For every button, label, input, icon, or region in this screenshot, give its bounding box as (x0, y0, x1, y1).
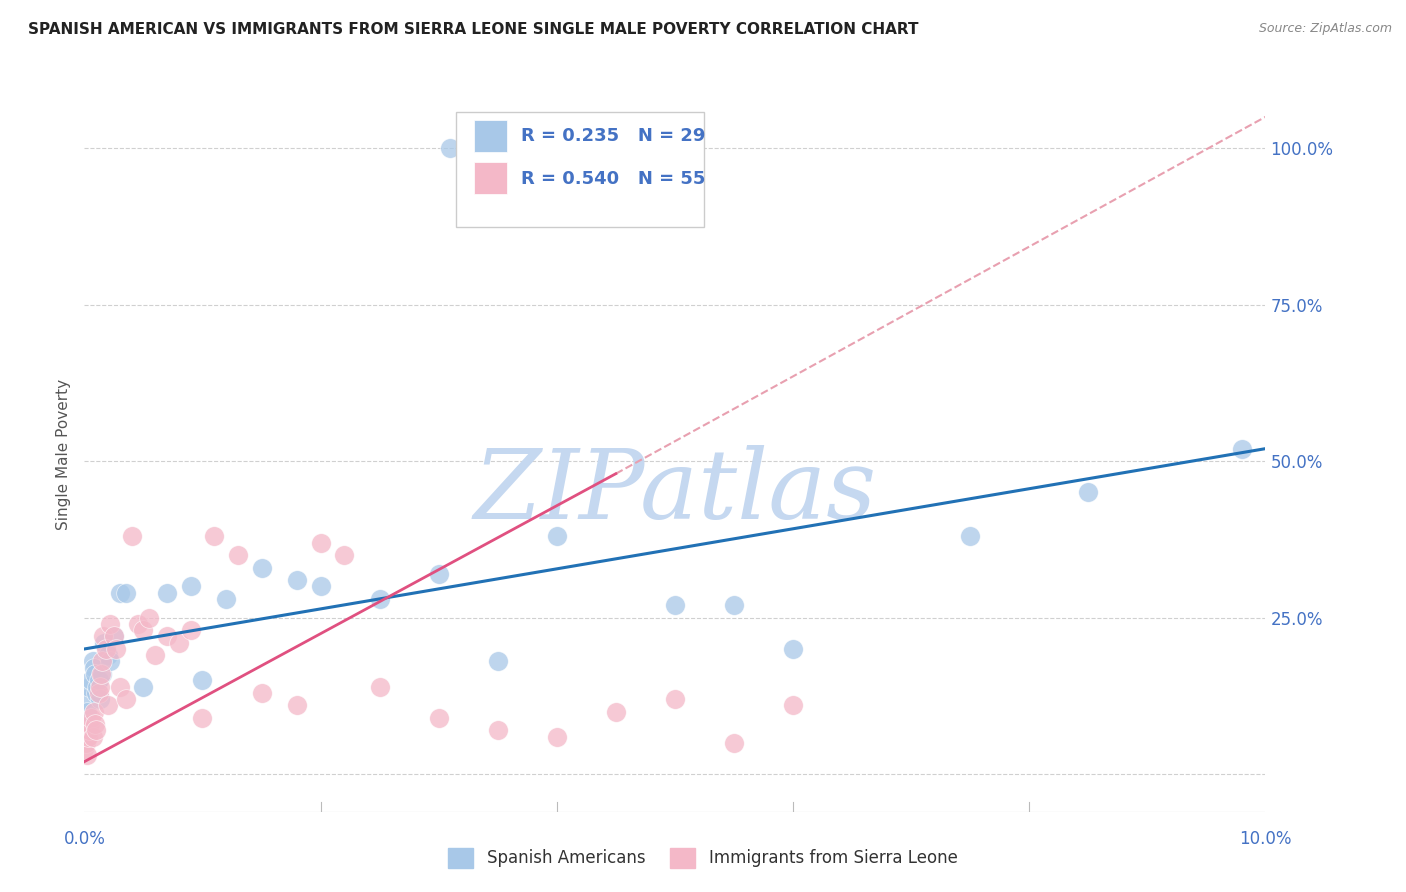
Point (439, 141, 461, 155)
Point (664, 598, 686, 612)
Point (114, 692, 136, 706)
Point (98, 616, 121, 631)
Point (91, 667, 114, 681)
Point (156, 585, 179, 599)
Point (156, 630, 179, 644)
Point (723, 598, 745, 612)
Point (1230, 442, 1253, 456)
Point (127, 616, 149, 631)
Point (250, 560, 273, 574)
Point (546, 529, 568, 543)
Point (285, 573, 308, 587)
Text: R = 0.540   N = 55: R = 0.540 N = 55 (522, 169, 706, 187)
Point (546, 730, 568, 744)
Point (76, 748, 98, 763)
Point (180, 579, 202, 593)
Point (226, 548, 249, 562)
Point (80, 711, 103, 725)
Point (77, 730, 100, 744)
Point (94, 642, 117, 657)
Bar (474, 162, 508, 194)
Point (93, 636, 115, 650)
Point (97, 648, 120, 663)
Text: R = 0.235   N = 29: R = 0.235 N = 29 (522, 127, 706, 145)
Point (486, 655, 509, 669)
Point (87, 686, 110, 700)
Point (103, 630, 125, 644)
Point (959, 529, 981, 543)
Point (89, 692, 111, 706)
Point (114, 585, 136, 599)
Point (82, 730, 104, 744)
Point (167, 636, 190, 650)
Point (143, 648, 166, 663)
Point (108, 585, 131, 599)
Point (368, 591, 391, 606)
Point (80, 673, 103, 688)
Text: ZIPatlas: ZIPatlas (474, 445, 876, 540)
Point (91, 630, 114, 644)
Point (82, 655, 104, 669)
Point (664, 692, 686, 706)
Point (84, 667, 107, 681)
Point (73, 742, 96, 756)
Point (76, 705, 98, 719)
Bar (474, 120, 508, 152)
Point (77, 680, 100, 694)
Point (75, 736, 97, 750)
Legend: Spanish Americans, Immigrants from Sierra Leone: Spanish Americans, Immigrants from Sierr… (441, 841, 965, 875)
Point (215, 591, 238, 606)
Text: 10.0%: 10.0% (1239, 830, 1292, 848)
Point (86, 680, 108, 694)
Text: SPANISH AMERICAN VS IMMIGRANTS FROM SIERRA LEONE SINGLE MALE POVERTY CORRELATION: SPANISH AMERICAN VS IMMIGRANTS FROM SIER… (28, 22, 918, 37)
Point (83, 661, 105, 675)
Text: Source: ZipAtlas.com: Source: ZipAtlas.com (1258, 22, 1392, 36)
Point (98, 655, 121, 669)
Point (191, 673, 214, 688)
Point (97, 698, 120, 713)
Point (132, 623, 155, 637)
Point (105, 642, 128, 657)
Point (202, 529, 225, 543)
Point (84, 717, 107, 731)
Point (90, 667, 112, 681)
Point (309, 535, 332, 549)
Point (723, 736, 745, 750)
Point (84, 723, 107, 738)
Point (250, 686, 273, 700)
Point (103, 630, 125, 644)
Point (79, 717, 101, 731)
Text: 0.0%: 0.0% (63, 830, 105, 848)
Point (87, 673, 110, 688)
Point (427, 566, 450, 581)
Point (138, 610, 160, 624)
Point (132, 680, 155, 694)
Point (505, 141, 527, 155)
Point (191, 711, 214, 725)
Y-axis label: Single Male Poverty: Single Male Poverty (56, 379, 72, 531)
Point (108, 680, 131, 694)
Point (605, 705, 627, 719)
Point (91, 655, 114, 669)
Point (481, 141, 503, 155)
Point (83, 705, 105, 719)
FancyBboxPatch shape (457, 112, 704, 227)
Point (121, 529, 143, 543)
Point (486, 723, 509, 738)
Point (782, 642, 804, 657)
Point (77, 723, 100, 738)
Point (309, 579, 332, 593)
Point (333, 548, 356, 562)
Point (782, 698, 804, 713)
Point (84, 686, 107, 700)
Point (285, 698, 308, 713)
Point (368, 680, 391, 694)
Point (180, 623, 202, 637)
Point (89, 680, 111, 694)
Point (427, 711, 450, 725)
Point (73, 692, 96, 706)
Point (1077, 485, 1099, 500)
